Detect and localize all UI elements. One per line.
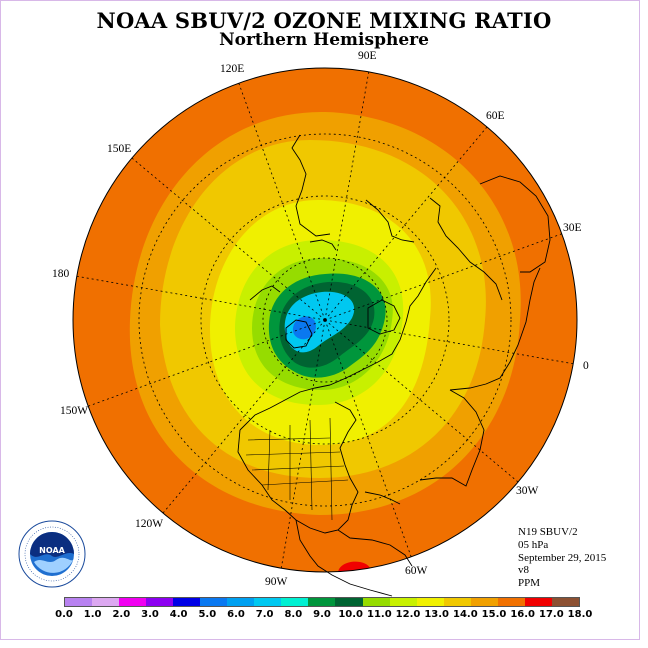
info-block: N19 SBUV/2 05 hPa September 29, 2015 v8 … [518,526,606,590]
colorbar-cell [416,598,444,606]
colorbar-tick-label: 13.0 [424,609,449,620]
colorbar-tick-label: 4.0 [169,609,188,620]
map-subtitle: Northern Hemisphere [219,30,429,50]
colorbar-tick-label: 6.0 [227,609,245,620]
colorbar-cell [362,598,390,606]
lon-label-150e: 150E [107,143,132,155]
colorbar-cell [119,598,147,606]
colorbar-cell [281,598,309,606]
colorbar [64,597,580,607]
info-level: 05 hPa [518,538,549,551]
colorbar-cell [254,598,282,606]
info-version: v8 [518,564,529,577]
colorbar-tick-label: 16.0 [510,609,535,620]
graticule [72,67,578,573]
meridian-line [324,71,370,321]
colorbar-cell [308,598,336,606]
meridian-lines [76,71,574,569]
colorbar-cell [200,598,228,606]
meridian-line [238,83,326,321]
colorbar-cell [551,598,579,606]
meridian-line [324,233,562,321]
colorbar-tick-label: 11.0 [366,609,392,620]
noaa-logo: NOAA [18,520,86,588]
lon-label-90w: 90W [265,576,288,588]
lon-label-180: 180 [52,268,70,280]
meridian-line [324,319,574,365]
info-date: September 29, 2015 [518,551,607,564]
colorbar-tick-label: 9.0 [313,609,331,620]
colorbar-cell [389,598,417,606]
colorbar-tick-label: 8.0 [284,609,303,620]
lon-label-120e: 120E [220,63,245,75]
meridian-line [280,319,326,569]
lon-label-0: 0 [583,360,589,372]
colorbar-tick-label: 0.0 [55,609,73,620]
colorbar-cell [497,598,525,606]
meridian-line [131,157,326,321]
lon-label-90e: 90E [358,50,377,62]
meridian-line [324,126,488,321]
info-units: PPM [518,577,541,590]
colorbar-tick-label: 5.0 [198,609,217,620]
lon-label-60e: 60E [486,110,505,122]
colorbar-tick-label: 3.0 [141,609,159,620]
info-satellite: N19 SBUV/2 [518,526,578,538]
colorbar-cell [146,598,174,606]
coastlines [237,134,551,597]
colorbar-tick-label: 7.0 [255,609,274,620]
colorbar-cell [335,598,363,606]
colorbar-tick-label: 18.0 [567,609,593,620]
lon-label-60w: 60W [405,565,428,577]
colorbar-cell [227,598,255,606]
map-title: NOAA SBUV/2 OZONE MIXING RATIO [96,8,552,33]
colorbar-tick-label: 2.0 [112,609,131,620]
meridian-line [88,319,326,407]
colorbar-cell [443,598,471,606]
colorbar-tick-label: 17.0 [538,609,564,620]
meridian-line [324,319,519,483]
lon-label-150w: 150W [60,405,89,417]
colorbar-cell [524,598,552,606]
lon-label-30e: 30E [563,222,582,234]
meridian-line [324,319,412,557]
lon-label-120w: 120W [135,518,164,530]
lon-label-30w: 30W [516,485,539,497]
meridian-line [162,319,326,514]
colorbar-tick-label: 1.0 [83,609,102,620]
noaa-logo-text: NOAA [39,546,65,555]
colorbar-tick-label: 15.0 [481,609,507,620]
colorbar-tick-label: 12.0 [395,609,421,620]
colorbar-cell [173,598,201,606]
meridian-line [76,275,326,321]
colorbar-cell [65,598,93,606]
colorbar-cell [470,598,498,606]
colorbar-tick-label: 14.0 [452,609,478,620]
colorbar-tick-label: 10.0 [338,609,363,620]
colorbar-cell [92,598,120,606]
